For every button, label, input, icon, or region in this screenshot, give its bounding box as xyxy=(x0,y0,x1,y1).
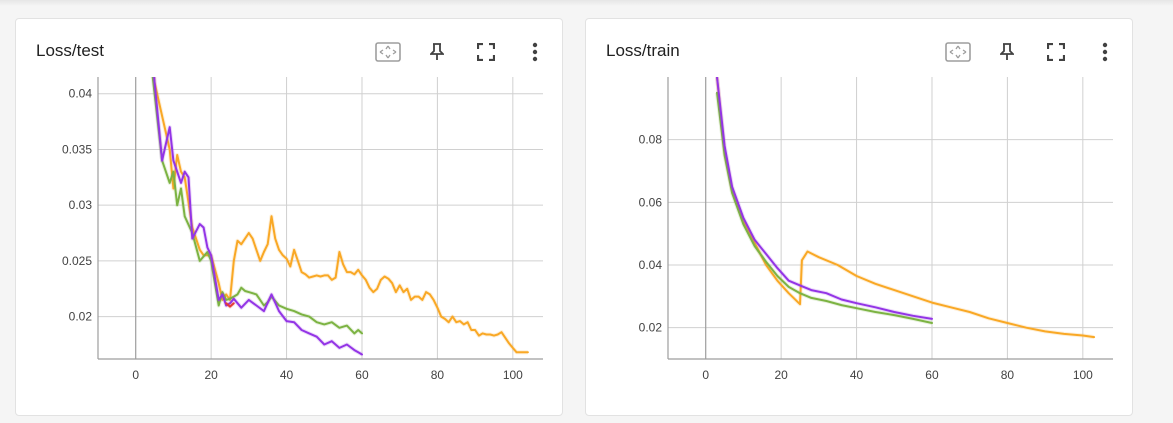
fullscreen-button[interactable] xyxy=(471,37,501,67)
x-tick-label: 0 xyxy=(702,368,709,382)
y-tick-label: 0.08 xyxy=(639,133,663,147)
x-tick-label: 100 xyxy=(1073,368,1093,382)
top-bar xyxy=(0,0,1173,6)
pin-button[interactable] xyxy=(422,37,452,67)
series-raw-line xyxy=(152,77,528,355)
fit-domain-icon xyxy=(945,42,971,62)
chart-card-loss-test: Loss/test 0 20 40 60 80 100 0.02 0.025 0.03 0.035… xyxy=(15,18,563,416)
y-tick-label: 0.03 xyxy=(69,198,93,212)
series-raw-line xyxy=(715,77,933,321)
y-tick-label: 0.04 xyxy=(639,258,663,272)
series-line[interactable] xyxy=(716,77,1096,339)
series-line[interactable] xyxy=(225,302,235,308)
x-tick-label: 80 xyxy=(431,368,445,382)
x-tick-label: 60 xyxy=(355,368,369,382)
fullscreen-icon xyxy=(477,43,495,61)
chart-card-loss-train: Loss/train 0 20 40 60 80 100 0.02 0.04 0.06 0.08 xyxy=(585,18,1133,416)
card-title: Loss/test xyxy=(36,41,105,60)
x-tick-label: 20 xyxy=(774,368,788,382)
fit-domain-button[interactable] xyxy=(373,37,403,67)
fit-domain-button[interactable] xyxy=(943,37,973,67)
pin-button[interactable] xyxy=(992,37,1022,67)
y-tick-label: 0.035 xyxy=(62,142,92,156)
series-line[interactable] xyxy=(716,91,933,324)
x-tick-label: 40 xyxy=(280,368,294,382)
fullscreen-icon xyxy=(1047,43,1065,61)
series-line[interactable] xyxy=(716,77,933,320)
y-tick-label: 0.025 xyxy=(62,254,92,268)
y-tick-label: 0.06 xyxy=(639,195,663,209)
card-title: Loss/train xyxy=(606,41,680,60)
x-tick-label: 40 xyxy=(850,368,864,382)
pin-icon xyxy=(1000,43,1014,60)
x-tick-label: 60 xyxy=(925,368,939,382)
more-vert-icon xyxy=(1102,42,1108,62)
y-tick-label: 0.02 xyxy=(639,321,663,335)
series-raw-line xyxy=(715,92,933,325)
x-tick-label: 0 xyxy=(132,368,139,382)
series-raw-line xyxy=(715,77,1095,340)
x-tick-label: 100 xyxy=(503,368,523,382)
more-options-button[interactable] xyxy=(1090,37,1120,67)
y-tick-label: 0.02 xyxy=(69,310,93,324)
card-toolbar xyxy=(924,37,1120,67)
x-tick-label: 20 xyxy=(204,368,218,382)
series-line[interactable] xyxy=(147,19,529,354)
more-vert-icon xyxy=(532,42,538,62)
series-line[interactable] xyxy=(147,19,363,356)
card-toolbar xyxy=(354,37,550,67)
x-tick-label: 80 xyxy=(1001,368,1015,382)
more-options-button[interactable] xyxy=(520,37,550,67)
loss-train-chart[interactable]: 0 20 40 60 80 100 0.02 0.04 0.06 0.08 xyxy=(586,19,1134,417)
y-tick-label: 0.04 xyxy=(69,87,93,101)
pin-icon xyxy=(430,43,444,60)
series-line[interactable] xyxy=(147,27,363,335)
loss-test-chart[interactable]: 0 20 40 60 80 100 0.02 0.025 0.03 0.035 0.04 xyxy=(16,19,564,417)
fit-domain-icon xyxy=(375,42,401,62)
fullscreen-button[interactable] xyxy=(1041,37,1071,67)
